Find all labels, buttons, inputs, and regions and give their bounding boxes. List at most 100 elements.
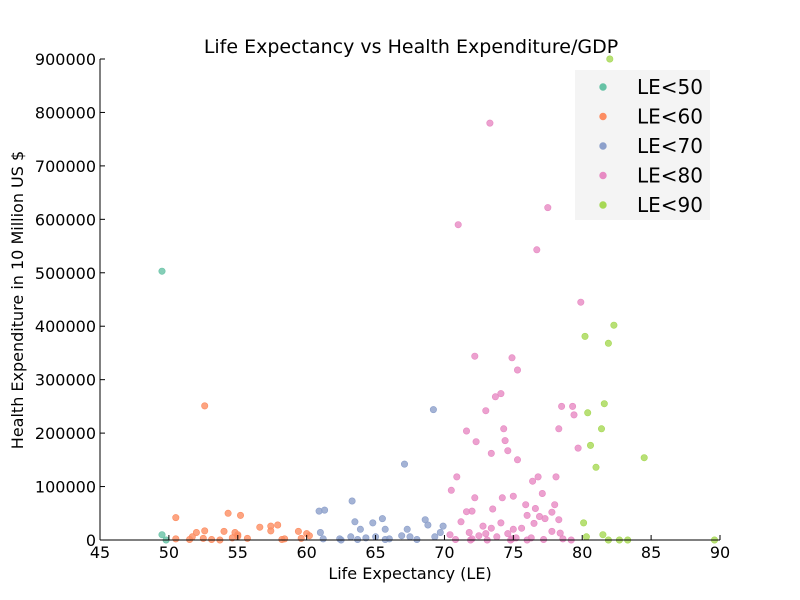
data-point — [534, 473, 542, 481]
data-point — [574, 444, 582, 452]
data-point — [482, 530, 490, 538]
data-point — [541, 515, 549, 523]
data-point — [500, 425, 508, 433]
data-point — [439, 522, 447, 530]
legend-label: LE<70 — [637, 134, 703, 158]
series-3 — [315, 406, 447, 544]
data-point — [267, 527, 275, 535]
data-point — [509, 492, 517, 500]
data-point — [465, 528, 473, 536]
data-point — [256, 523, 264, 531]
data-point — [446, 531, 454, 539]
legend-marker — [599, 201, 607, 209]
data-point — [351, 518, 359, 526]
y-ticks: 0 100000 200000 300000 400000 500000 600000 700… — [35, 50, 105, 550]
data-point — [592, 463, 600, 471]
data-point — [584, 409, 592, 417]
data-point — [606, 55, 614, 63]
data-point — [504, 447, 512, 455]
y-tick-label: 500000 — [35, 264, 96, 283]
data-point — [321, 506, 329, 514]
data-point — [513, 366, 521, 374]
data-point — [403, 525, 411, 533]
data-point — [580, 519, 588, 527]
legend-marker — [599, 83, 607, 91]
data-point — [610, 321, 618, 329]
y-tick-label: 800000 — [35, 103, 96, 122]
data-point — [493, 533, 501, 541]
data-point — [486, 119, 494, 127]
x-tick-label: 70 — [434, 543, 454, 562]
data-point — [538, 489, 546, 497]
data-point — [504, 530, 512, 538]
data-point — [237, 511, 245, 519]
data-point — [559, 535, 567, 543]
data-point — [533, 246, 541, 254]
data-point — [158, 531, 166, 539]
x-tick-label: 85 — [641, 543, 661, 562]
data-point — [482, 407, 490, 415]
x-tick-label: 65 — [365, 543, 385, 562]
data-point — [518, 524, 526, 532]
data-point — [570, 411, 578, 419]
data-point — [274, 521, 282, 529]
y-tick-label: 100000 — [35, 478, 96, 497]
series-1 — [158, 267, 170, 544]
data-point — [508, 354, 516, 362]
y-tick-label: 200000 — [35, 424, 96, 443]
data-point — [529, 477, 537, 485]
data-point — [479, 522, 487, 530]
data-point — [348, 497, 356, 505]
x-tick-label: 50 — [159, 543, 179, 562]
data-point — [356, 525, 364, 533]
data-point — [600, 400, 608, 408]
legend-label: LE<50 — [637, 75, 703, 99]
data-point — [604, 339, 612, 347]
x-tick-label: 90 — [710, 543, 730, 562]
data-point — [472, 438, 480, 446]
data-point — [552, 473, 560, 481]
data-point — [509, 525, 517, 533]
data-point — [577, 298, 585, 306]
data-point — [454, 221, 462, 229]
data-point — [224, 509, 232, 517]
data-point — [531, 504, 539, 512]
data-point — [555, 425, 563, 433]
x-ticks: 45 50 55 60 65 70 75 80 85 90 — [90, 535, 730, 562]
data-point — [398, 532, 406, 540]
data-point — [489, 505, 497, 513]
x-tick-label: 75 — [503, 543, 523, 562]
data-point — [530, 519, 538, 527]
data-point — [172, 514, 180, 522]
data-point — [551, 501, 559, 509]
data-point — [316, 528, 324, 536]
data-point — [453, 473, 461, 481]
data-point — [172, 535, 180, 543]
data-point — [471, 494, 479, 502]
data-point — [436, 528, 444, 536]
legend-marker — [599, 171, 607, 180]
data-point — [462, 508, 470, 516]
data-point — [347, 533, 355, 541]
y-tick-label: 600000 — [35, 210, 96, 229]
data-point — [586, 441, 594, 449]
data-point — [501, 437, 509, 445]
y-tick-label: 300000 — [35, 371, 96, 390]
data-point — [447, 486, 455, 494]
x-tick-label: 60 — [296, 543, 316, 562]
data-point — [497, 390, 505, 398]
legend-marker — [599, 142, 607, 150]
data-point — [599, 531, 607, 539]
data-point — [201, 402, 209, 410]
data-point — [522, 501, 530, 509]
data-point — [192, 528, 200, 536]
y-axis-label: Health Expenditure in 10 Million US $ — [8, 151, 27, 449]
data-point — [555, 516, 563, 524]
data-point — [457, 518, 465, 526]
data-point — [581, 332, 589, 340]
series-4 — [446, 119, 585, 544]
y-tick-label: 0 — [86, 531, 96, 550]
data-point — [378, 515, 386, 523]
x-tick-label: 55 — [228, 543, 248, 562]
